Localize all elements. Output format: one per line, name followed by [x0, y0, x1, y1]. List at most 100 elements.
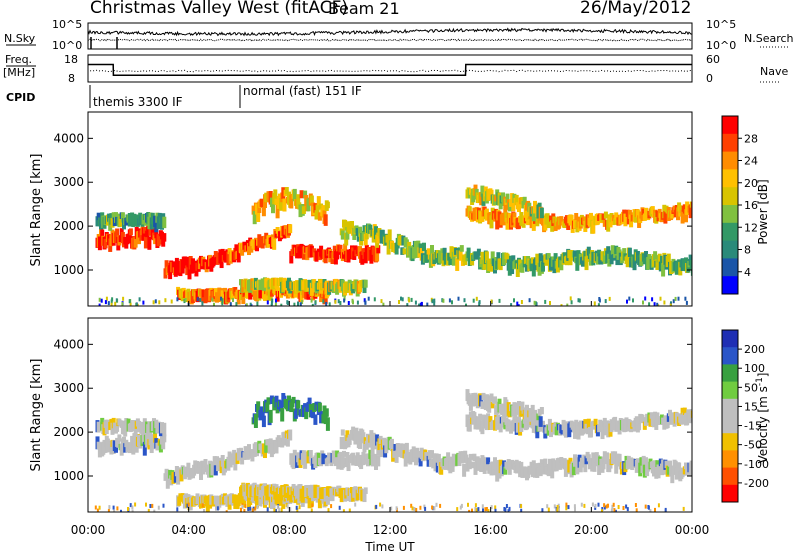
data-cell-1219: [663, 300, 666, 305]
data-cell-1104: [674, 262, 679, 275]
data-cell-985: [538, 464, 543, 477]
data-cell-478: [298, 458, 303, 468]
data-cell-1263: [604, 299, 607, 304]
data-cell-135: [182, 256, 187, 266]
data-cell-1107: [678, 261, 683, 276]
data-cell-1189: [614, 509, 617, 512]
x-tick-label-0: 00:00: [71, 523, 106, 537]
data-cell-136: [184, 260, 189, 269]
data-cell-1051: [614, 245, 619, 255]
data-cell-1238: [419, 505, 422, 510]
data-cell-1316: [475, 296, 478, 301]
data-cell-184: [239, 447, 243, 457]
data-cell-1318: [273, 504, 276, 509]
data-cell-1331: [196, 297, 199, 302]
data-cell-1241: [110, 302, 113, 306]
data-cell-616: [343, 219, 348, 231]
data-cell-611: [324, 408, 329, 417]
data-cell-1196: [651, 297, 654, 302]
data-cell-1209: [235, 302, 238, 306]
data-cell-1335: [271, 298, 274, 303]
data-cell-1184: [539, 407, 544, 415]
data-cell-698: [436, 453, 441, 466]
cpid-label: CPID: [6, 91, 35, 104]
data-cell-720: [462, 463, 467, 477]
data-cell-609: [322, 405, 327, 416]
data-cell-865: [627, 209, 632, 219]
data-cell-645: [376, 232, 381, 244]
data-cell-1268: [468, 509, 471, 512]
data-cell-1223: [451, 300, 453, 305]
data-cell-1281: [322, 299, 325, 304]
freq-panel: Freq. [MHz] 18 8 60 0 Nave: [3, 53, 788, 85]
colorbar-swatch-3: [722, 169, 738, 188]
data-cell-1118: [690, 262, 692, 276]
data-cell-215: [274, 231, 279, 238]
data-cell-119: [164, 260, 169, 272]
data-cell-636: [366, 433, 370, 445]
data-cell-17: [115, 228, 120, 242]
data-cell-1202: [410, 503, 413, 508]
data-cell-1255: [98, 297, 101, 302]
colorbar-swatch-4: [722, 398, 738, 417]
data-cell-710: [450, 458, 455, 472]
data-cell-50: [153, 432, 158, 443]
data-cell-661: [394, 242, 399, 255]
noise-tick-top-left: 10^5: [52, 18, 82, 31]
data-cell-885: [650, 206, 655, 214]
data-cell-1206: [597, 303, 600, 306]
data-cell-1267: [664, 507, 667, 512]
data-cell-83: [123, 423, 128, 437]
data-cell-657: [390, 438, 394, 452]
data-cell-1199: [424, 506, 427, 511]
data-cell-800: [553, 421, 558, 430]
y-tick-label-1: 2000: [53, 219, 84, 233]
data-cell-209: [267, 443, 272, 454]
data-cell-1236: [474, 507, 477, 512]
data-cell-833: [591, 220, 596, 234]
data-cell-1255: [247, 507, 250, 511]
data-cell-691: [428, 459, 433, 467]
data-cell-227: [288, 429, 293, 441]
data-cell-1076: [642, 464, 647, 478]
data-cell-1075: [641, 455, 646, 467]
data-cell-1268: [373, 297, 376, 302]
data-cell-641: [371, 432, 376, 442]
data-cell-981: [534, 463, 539, 473]
data-cell-1334: [560, 304, 563, 306]
data-cell-948: [496, 460, 501, 472]
data-cell-1290: [647, 505, 650, 509]
data-cell-872: [635, 209, 640, 218]
data-cell-680: [416, 240, 421, 250]
data-cell-1245: [441, 298, 444, 303]
data-cell-1248: [567, 505, 570, 510]
data-cell-573: [281, 187, 286, 199]
data-cell-285: [241, 291, 246, 304]
data-cell-1260: [260, 502, 263, 507]
data-cell-821: [577, 422, 582, 435]
data-cell-1011: [568, 257, 573, 266]
data-cell-142: [191, 258, 195, 267]
data-cell-1296: [328, 302, 331, 306]
data-cell-125: [171, 261, 176, 272]
data-cell-711: [451, 453, 456, 461]
data-cell-580: [289, 194, 294, 209]
data-cell-1258: [632, 298, 634, 303]
data-cell-985: [538, 253, 543, 267]
colorbar-tick-label-3: 15: [744, 400, 758, 413]
x-tick-label-5: 20:00: [574, 523, 609, 537]
data-cell-1242: [184, 298, 187, 302]
data-cell-1287: [544, 299, 547, 304]
data-cell-920: [690, 201, 692, 212]
data-cell-1198: [649, 509, 652, 512]
data-cell-1254: [433, 506, 436, 511]
data-cell-1243: [113, 509, 116, 512]
data-cell-862: [624, 215, 629, 222]
data-cell-877: [641, 208, 646, 216]
colorbar-swatch-9: [722, 276, 738, 295]
data-cell-58: [162, 434, 167, 443]
data-cell-1262: [505, 504, 508, 508]
data-cell-758: [505, 217, 510, 230]
colorbar-tick-label-6: 4: [744, 266, 751, 279]
data-cell-1344: [127, 507, 129, 511]
